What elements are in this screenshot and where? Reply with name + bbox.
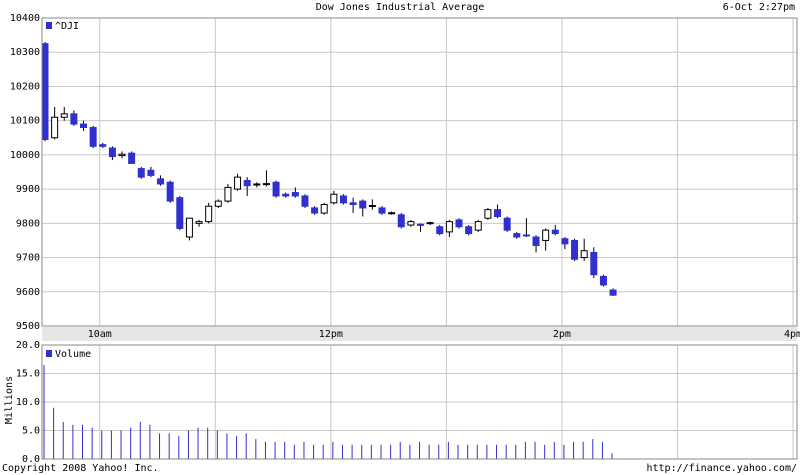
candle-body [205,205,213,223]
y-tick-label: 10400 [10,13,40,24]
y-axis-label: Millions [4,376,15,424]
candle-body [551,229,559,235]
candle-body [70,113,78,125]
candle-body [147,169,155,176]
candle-body [60,113,68,118]
x-tick-label: 2pm [553,329,571,340]
x-tick-label: 12pm [319,329,343,340]
candle-body [542,229,550,241]
candle-body [282,193,290,197]
y-tick-label: 10.0 [16,397,40,408]
candle-body [590,251,598,276]
candle-body [417,223,424,226]
candle-body [339,195,347,204]
candle-body [445,221,453,233]
panel-frame [41,344,798,460]
candle-body [571,239,579,260]
legend-label: Volume [55,349,91,360]
x-tick-label: 10am [88,329,112,340]
candle-body [243,180,251,187]
candle-body [426,222,434,225]
candle-body [185,217,193,238]
y-tick-label: 15.0 [16,369,40,380]
legend-swatch [46,350,52,357]
candle-body [176,197,184,229]
candle-body [291,192,299,197]
candle-body [359,200,367,209]
candle-body [262,183,270,186]
candle-body [349,202,357,206]
candle-body [272,181,280,197]
candle-body [128,152,136,164]
candle-body [580,250,588,259]
candle-body [494,209,502,217]
candle-body [89,127,97,147]
candle-body [599,275,607,286]
candle-body [99,144,107,147]
x-tick-label: 4pm [784,329,800,340]
candle-body [41,43,49,140]
candle-body [609,289,617,296]
candle-body [51,116,59,139]
candle-body [311,207,319,214]
y-tick-label: 10000 [10,150,40,161]
candle-body [224,186,232,202]
source: http://finance.yahoo.com/ [646,463,797,474]
y-tick-label: 9600 [16,287,40,298]
chart-title: Dow Jones Industrial Average [316,2,485,13]
candle-body [561,238,569,245]
candle-body [388,212,396,215]
timestamp: 6-Oct 2:27pm [723,2,795,13]
candle-body [407,221,415,226]
candle-body [234,176,242,190]
y-tick-label: 9500 [16,321,40,332]
candle-body [513,233,521,238]
candle-body [532,236,540,247]
candle-body [474,221,482,231]
y-tick-label: 20.0 [16,340,40,351]
candle-body [330,193,338,204]
candle-body [195,221,203,224]
candle-body [484,209,492,219]
candle-body [166,181,174,202]
candle-body [503,217,511,231]
candle-body [301,195,309,207]
candle-body [465,226,473,235]
candle-body [397,214,405,228]
candle-body [522,234,530,237]
time-band [42,327,797,341]
y-tick-label: 10100 [10,116,40,127]
candle-body [157,178,165,185]
legend-swatch [46,22,52,29]
y-tick-label: 10300 [10,47,40,58]
y-tick-label: 5.0 [22,426,40,437]
candle-body [455,219,463,228]
y-tick-label: 9700 [16,253,40,264]
y-tick-label: 9800 [16,218,40,229]
candle-body [378,207,386,214]
candle-body [108,147,116,158]
y-tick-label: 10200 [10,81,40,92]
legend-label: ^DJI [55,21,79,32]
candle-body [137,168,145,178]
candle-body [214,200,222,207]
candle-body [368,205,376,208]
y-tick-label: 0.0 [22,454,40,465]
copyright: Copyright 2008 Yahoo! Inc. [2,463,159,474]
candle-body [253,183,261,186]
candle-body [436,226,444,235]
panel-frame [41,17,798,327]
candle-body [320,204,328,214]
y-tick-label: 9900 [16,184,40,195]
candle-body [118,153,126,157]
candle-body [80,123,88,129]
